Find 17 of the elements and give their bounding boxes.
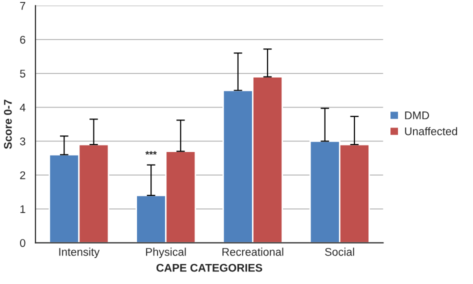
x-tick-label: Social: [325, 248, 354, 256]
x-axis-title: CAPE CATEGORIES: [156, 264, 262, 272]
y-tick-label: 6: [20, 36, 26, 44]
x-tick-label: Recreational: [222, 248, 284, 256]
x-tick-label: Intensity: [59, 248, 100, 258]
annotation: ***: [145, 151, 157, 155]
y-axis-title: Score 0-7: [4, 100, 12, 149]
legend-label: DMD: [405, 112, 430, 120]
legend-label: Unaffected: [405, 127, 458, 136]
y-tick-label: 2: [20, 171, 26, 180]
y-tick-label: 1: [20, 205, 26, 213]
x-tick-label: Physical: [146, 248, 186, 258]
y-tick-label: 3: [20, 137, 26, 146]
y-tick-label: 5: [20, 70, 26, 78]
y-tick-label: 0: [20, 239, 26, 247]
y-tick-label: 7: [20, 2, 26, 10]
y-tick-label: 4: [20, 104, 26, 112]
